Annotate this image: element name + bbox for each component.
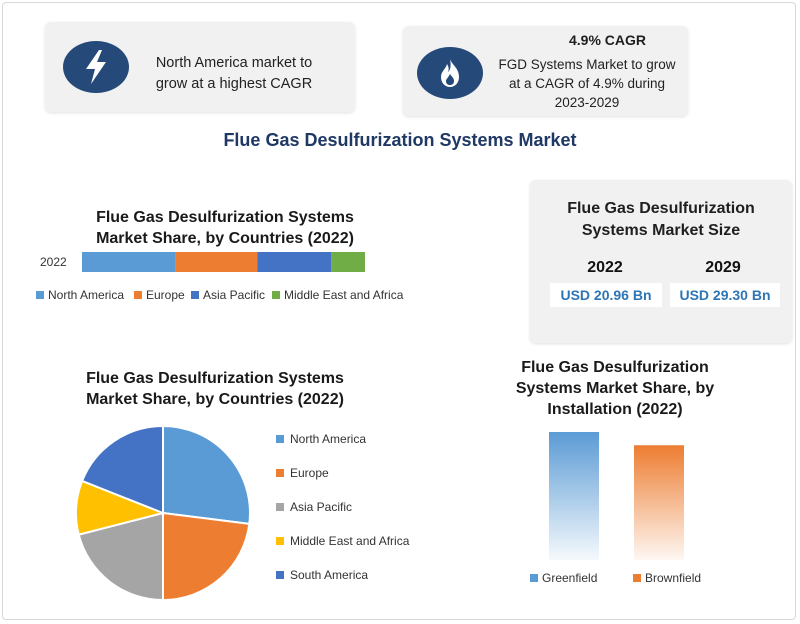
legend-swatch xyxy=(276,435,284,443)
market-size-title-line-1: Flue Gas Desulfurization xyxy=(567,200,755,217)
lightning-bolt-icon xyxy=(63,41,129,93)
market-size-year-2029: 2029 xyxy=(705,259,741,276)
stacked-bar-segment-middle-east-and-africa xyxy=(331,252,365,272)
legend-label: North America xyxy=(290,432,367,446)
market-size-title: Flue Gas Desulfurization Systems Market … xyxy=(530,198,792,242)
north-america-line-1: North America market to xyxy=(155,55,313,71)
market-size-value-2029: USD 29.30 Bn xyxy=(670,283,780,307)
pie-legend-item-south-america: South America xyxy=(276,568,368,582)
legend-label: North America xyxy=(48,288,125,302)
legend-label: South America xyxy=(290,568,369,582)
stacked-legend-item-asia-pacific: Asia Pacific xyxy=(191,288,265,302)
legend-label: Brownfield xyxy=(645,571,702,585)
installation-chart-title: Flue Gas Desulfurization Systems Market … xyxy=(515,359,715,418)
legend-swatch xyxy=(134,291,142,299)
legend-swatch xyxy=(191,291,199,299)
legend-label: Greenfield xyxy=(542,571,598,585)
cagr-card: 4.9% CAGR FGD Systems Market to grow at … xyxy=(403,26,688,116)
pie-chart xyxy=(75,424,251,602)
stacked-bar-segment-asia-pacific xyxy=(257,252,332,272)
cagr-line-3: 2023-2029 xyxy=(554,95,620,110)
market-size-title-line-2: Systems Market Size xyxy=(581,222,741,239)
pie-slice-asia-pacific xyxy=(77,511,164,602)
north-america-line-2: grow at a highest CAGR xyxy=(155,76,313,92)
legend-swatch xyxy=(276,469,284,477)
installation-bar-greenfield xyxy=(549,432,599,560)
stacked-bar-segment-north-america xyxy=(82,252,176,272)
pie-legend-item-europe: Europe xyxy=(276,466,329,480)
legend-label: Middle East and Africa xyxy=(284,288,404,302)
legend-label: Europe xyxy=(146,288,185,302)
legend-swatch xyxy=(276,503,284,511)
north-america-card: North America market to grow at a highes… xyxy=(45,22,355,112)
stacked-legend-item-north-america: North America xyxy=(36,288,124,302)
market-size-card: Flue Gas Desulfurization Systems Market … xyxy=(530,180,792,343)
cagr-line-2: at a CAGR of 4.9% during xyxy=(508,76,666,91)
legend-swatch xyxy=(276,537,284,545)
flame-icon xyxy=(417,47,483,99)
legend-swatch xyxy=(276,571,284,579)
legend-label: Middle East and Africa xyxy=(290,534,410,548)
market-size-value-2022: USD 20.96 Bn xyxy=(550,283,662,307)
legend-label: Asia Pacific xyxy=(290,500,353,514)
pie-legend-item-middle-east-and-africa: Middle East and Africa xyxy=(276,534,409,548)
pie-slice-europe xyxy=(162,511,251,602)
pie-slice-north-america xyxy=(162,424,251,526)
legend-swatch xyxy=(530,574,538,582)
pie-legend-item-asia-pacific: Asia Pacific xyxy=(276,500,352,514)
stacked-bar-category-label: 2022 xyxy=(40,255,67,269)
legend-label: Asia Pacific xyxy=(203,288,266,302)
legend-swatch xyxy=(633,574,641,582)
legend-label: Europe xyxy=(290,466,329,480)
stacked-legend-item-middle-east-and-africa: Middle East and Africa xyxy=(272,288,403,302)
stacked-legend-item-europe: Europe xyxy=(134,288,185,302)
pie-legend-item-north-america: North America xyxy=(276,432,366,446)
pie-slice-south-america xyxy=(80,424,164,515)
installation-bar-brownfield xyxy=(634,445,684,560)
stacked-bar-segment-europe xyxy=(175,252,258,272)
main-title: Flue Gas Desulfurization Systems Market xyxy=(223,130,577,150)
cagr-heading: 4.9% CAGR xyxy=(569,32,647,48)
pie-chart-title: Flue Gas Desulfurization Systems Market … xyxy=(86,370,344,408)
installation-legend-item-brownfield: Brownfield xyxy=(633,571,701,585)
stacked-bar-chart-title: Flue Gas Desulfurization Systems Market … xyxy=(96,209,354,247)
legend-swatch xyxy=(36,291,44,299)
installation-legend-item-greenfield: Greenfield xyxy=(530,571,597,585)
cagr-line-1: FGD Systems Market to grow xyxy=(498,57,676,72)
legend-swatch xyxy=(272,291,280,299)
market-size-year-2022: 2022 xyxy=(587,259,623,276)
